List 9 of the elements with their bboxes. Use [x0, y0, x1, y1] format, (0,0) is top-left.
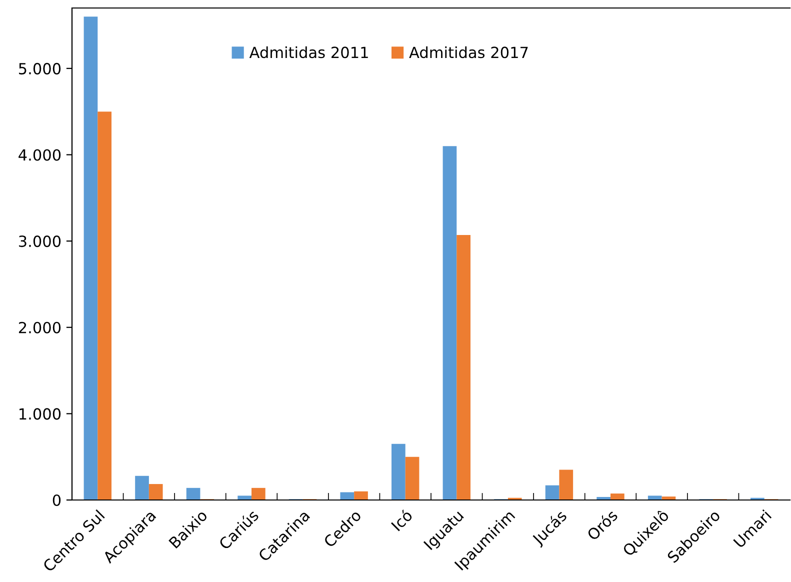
y-tick-label: 4.000 [18, 149, 61, 161]
y-tick-label: 3.000 [19, 236, 61, 248]
y-tick-label: 1.000 [20, 408, 61, 420]
y-tick-label: 2.000 [18, 322, 61, 334]
x-tick-label: Icó [390, 508, 414, 532]
legend-label: Admitidas 2011 [249, 46, 368, 58]
y-tick-label: 0 [52, 494, 61, 506]
y-tick-label: 5.000 [19, 62, 61, 74]
legend-label: Admitidas 2017 [409, 46, 528, 58]
